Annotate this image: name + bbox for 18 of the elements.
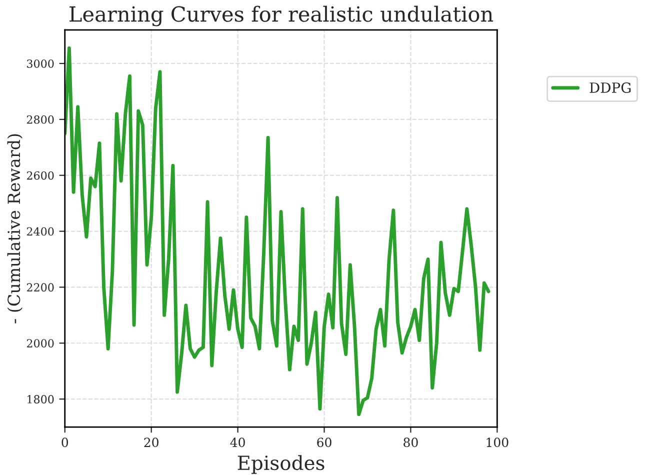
x-tick-label: 60 [317,438,332,448]
x-axis-title: Episodes [238,455,324,474]
y-tick-label: 2800 [26,115,54,124]
y-tick-label: 2000 [26,339,54,348]
y-tick-label: 2400 [26,227,54,236]
legend-label: DDPG [590,82,631,93]
y-tick-label: 3000 [27,59,54,68]
x-tick-label: 40 [230,438,245,448]
y-tick-label: 1800 [28,395,54,404]
x-tick-label: 0 [62,438,68,448]
line-series [64,46,490,416]
x-tick-label: 20 [144,438,158,448]
x-tick-label: 100 [486,438,508,448]
chart-title: Learning Curves for realistic undulation [70,6,494,26]
x-tick-label: 80 [404,438,418,448]
y-tick-label: 2200 [26,283,54,292]
y-tick-label: 2600 [26,171,54,180]
y-axis-title: - (Cumulative Reward) [7,134,23,324]
